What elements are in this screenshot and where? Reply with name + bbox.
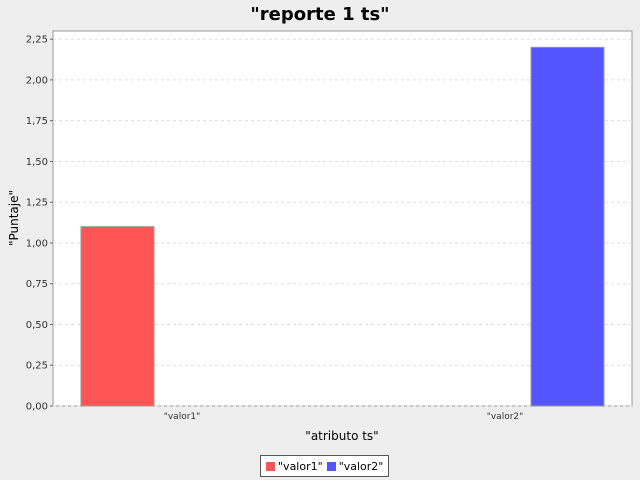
- legend-swatch-valor2: [326, 461, 336, 471]
- y-tick-label: 0,25: [26, 361, 48, 372]
- legend-swatch-valor1: [266, 461, 275, 471]
- y-axis-ticks: 0,00 0,25 0,50 0,75 1,00 1,25 1,50 1,75 2,00 2,25: [26, 35, 53, 413]
- legend-item-valor1: "valor1": [266, 460, 323, 473]
- x-axis-label: "atributo ts": [305, 429, 378, 443]
- y-tick-label: 0,75: [26, 279, 48, 290]
- y-tick-label: 0,50: [26, 320, 48, 331]
- x-category-label: "valor2": [487, 412, 524, 422]
- x-category-label: "valor1": [164, 412, 201, 422]
- y-tick-label: 1,50: [26, 157, 48, 168]
- legend-item-valor2: "valor2": [326, 459, 384, 473]
- y-tick-label: 1,25: [26, 198, 48, 209]
- y-tick-label: 2,00: [26, 75, 48, 86]
- chart-title: "reporte 1 ts": [250, 4, 389, 25]
- x-axis-categories: "valor1" "valor2": [164, 412, 524, 422]
- y-tick-label: 1,75: [26, 116, 48, 127]
- y-tick-label: 2,25: [26, 35, 48, 46]
- bars: [80, 46, 605, 407]
- bar-0-0: [80, 226, 155, 407]
- y-tick-label: 1,00: [26, 238, 48, 249]
- legend: "valor1" "valor2": [260, 455, 390, 477]
- legend-label-valor1: "valor1": [278, 459, 323, 473]
- y-tick-label: 0,00: [26, 402, 48, 413]
- bar-1-1: [530, 46, 605, 407]
- y-axis-label: "Puntaje": [7, 190, 21, 246]
- legend-label-valor2: "valor2": [338, 459, 384, 473]
